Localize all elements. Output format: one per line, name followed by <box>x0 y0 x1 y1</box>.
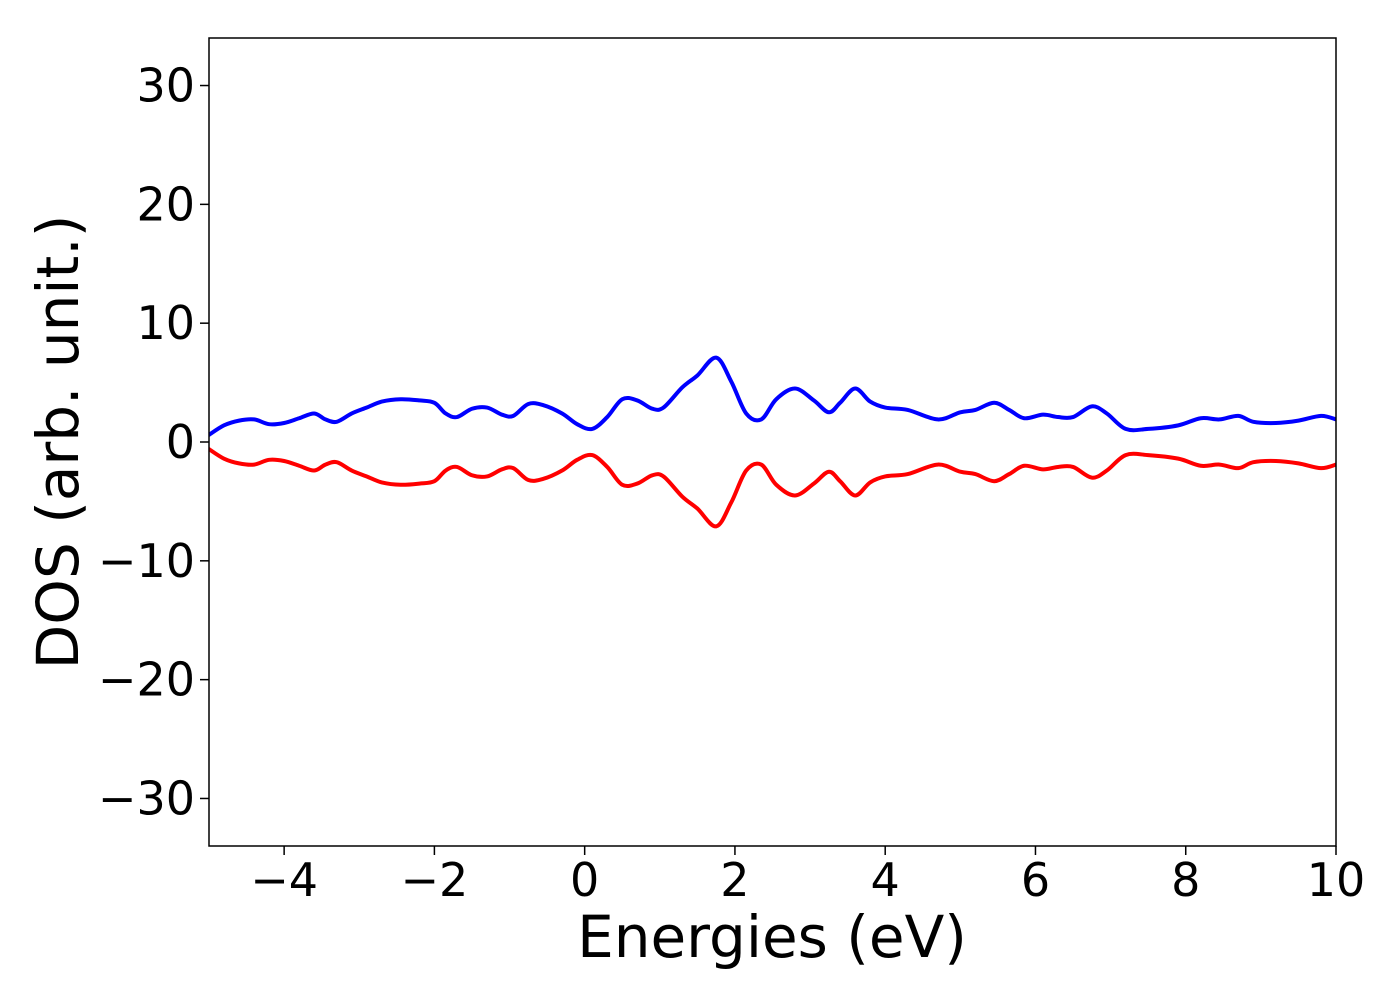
x-tick-label: 0 <box>570 853 599 907</box>
x-tick-label: 6 <box>1021 853 1050 907</box>
y-tick-label: 30 <box>136 59 195 113</box>
y-tick-label: −20 <box>98 653 195 707</box>
x-tick-label: −2 <box>400 853 468 907</box>
x-tick-label: 4 <box>871 853 900 907</box>
x-axis-title: Energies (eV) <box>577 903 967 971</box>
series-layer <box>209 355 1336 529</box>
x-tick-label: 10 <box>1307 853 1366 907</box>
plot-background <box>209 38 1336 846</box>
x-tick-label: 8 <box>1171 853 1200 907</box>
x-axis: −4 −2 0 2 4 6 8 10 <box>250 846 1365 907</box>
y-tick-label: 0 <box>166 415 195 469</box>
y-tick-label: 20 <box>136 177 195 231</box>
dos-line-red <box>209 447 1336 529</box>
x-tick-label: 2 <box>720 853 749 907</box>
y-tick-label: −10 <box>98 534 195 588</box>
y-axis-title: DOS (arb. unit.) <box>24 215 92 670</box>
x-tick-label: −4 <box>250 853 318 907</box>
y-axis: −30 −20 −10 0 10 20 30 <box>98 59 209 825</box>
y-tick-label: −30 <box>98 771 195 825</box>
y-tick-label: 10 <box>136 296 195 350</box>
dos-line-blue <box>209 355 1336 437</box>
